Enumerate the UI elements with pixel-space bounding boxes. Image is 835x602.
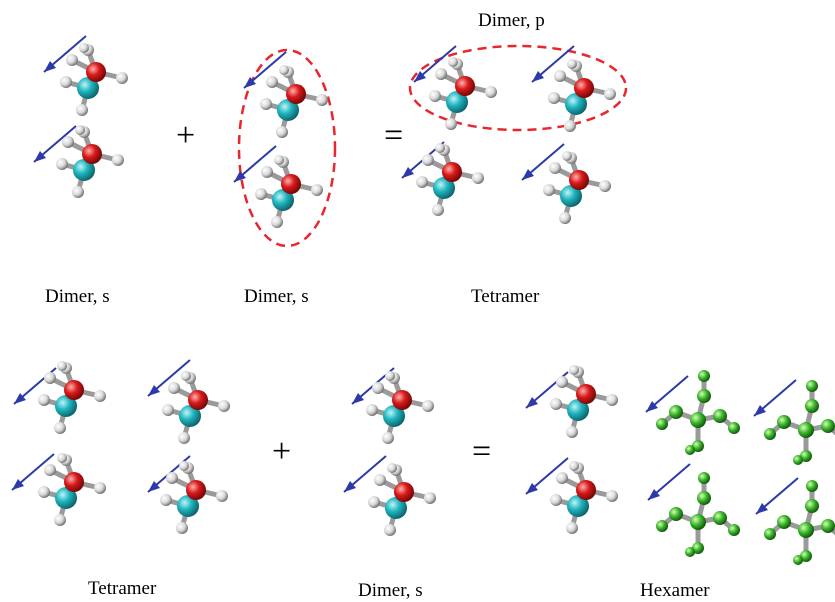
label-hexamer: Hexamer bbox=[640, 580, 710, 601]
dimer-s-group-2 bbox=[233, 48, 337, 248]
methanol-molecule-icon bbox=[550, 461, 618, 534]
dashed-ellipse bbox=[237, 48, 337, 248]
label-dimer-s-3: Dimer, s bbox=[358, 580, 423, 601]
methanol-molecule-icon bbox=[368, 463, 436, 536]
label-tetramer-top: Tetramer bbox=[471, 286, 540, 307]
equals-operator-2: = bbox=[472, 433, 491, 470]
methanol-molecule-icon bbox=[550, 365, 618, 438]
equals-operator-1: = bbox=[384, 117, 403, 154]
dipole-arrow-icon bbox=[521, 143, 565, 181]
green-molecule-icon bbox=[764, 380, 835, 465]
methanol-molecule-icon bbox=[260, 65, 328, 138]
methanol-molecule-icon bbox=[60, 43, 128, 116]
methanol-molecule-icon bbox=[38, 361, 106, 434]
dashed-ellipse bbox=[408, 44, 628, 132]
methanol-molecule-icon bbox=[429, 57, 497, 130]
label-tetramer-bottom: Tetramer bbox=[88, 578, 157, 599]
plus-operator-2: + bbox=[272, 433, 291, 470]
dipole-arrow-icon bbox=[647, 463, 691, 501]
hexamer-group bbox=[525, 365, 835, 565]
dipole-arrow-icon bbox=[755, 477, 799, 515]
dipole-arrow-icon bbox=[753, 379, 797, 417]
methanol-molecule-icon bbox=[548, 59, 616, 132]
methanol-molecule-icon bbox=[162, 371, 230, 444]
methanol-molecule-icon bbox=[416, 143, 484, 216]
green-molecule-icon bbox=[764, 480, 835, 565]
label-dimer-s-1: Dimer, s bbox=[45, 286, 110, 307]
green-molecule-icon bbox=[656, 472, 740, 557]
methanol-molecule-icon bbox=[56, 125, 124, 198]
green-molecule-icon bbox=[656, 370, 740, 455]
dimer-s-group-1 bbox=[33, 35, 128, 198]
dimer-s-group-3 bbox=[343, 367, 436, 536]
tetramer-group-bottom bbox=[11, 360, 230, 534]
dipole-arrow-icon bbox=[645, 375, 689, 413]
tetramer-group-top bbox=[401, 44, 628, 224]
label-dimer-s-2: Dimer, s bbox=[244, 286, 309, 307]
methanol-molecule-icon bbox=[543, 151, 611, 224]
label-dimer-p: Dimer, p bbox=[478, 10, 545, 31]
methanol-molecule-icon bbox=[38, 453, 106, 526]
methanol-molecule-icon bbox=[255, 155, 323, 228]
plus-operator-1: + bbox=[176, 117, 195, 154]
dipole-arrow-icon bbox=[343, 455, 387, 493]
